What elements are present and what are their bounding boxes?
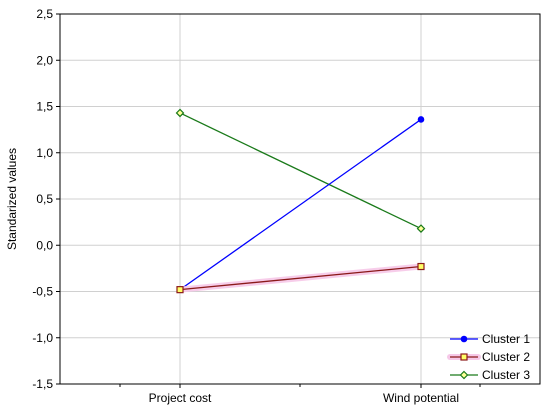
axes: 2,5 2,0 1,5 1,0 0,5 0,0 -0,5 -1,0 -1,5 Project co…	[32, 7, 481, 405]
legend-marker-cluster-2	[460, 353, 468, 361]
x-tick-label: Project cost	[149, 391, 212, 405]
x-tick-label: Wind potential	[383, 391, 459, 405]
data-point-cluster-2	[417, 262, 425, 271]
legend: Cluster 1 Cluster 2 Cluster 3	[447, 332, 530, 382]
legend-item-cluster-3: Cluster 3	[450, 368, 530, 382]
y-tick-label: 1,5	[36, 100, 53, 114]
y-tick-label: 0,5	[36, 192, 53, 206]
legend-label-cluster-2: Cluster 2	[482, 350, 530, 364]
series-cluster-2	[176, 262, 425, 294]
legend-label-cluster-3: Cluster 3	[482, 368, 530, 382]
y-tick-label: -1,5	[32, 377, 53, 391]
legend-marker-cluster-1	[460, 335, 468, 343]
legend-item-cluster-2: Cluster 2	[447, 350, 530, 364]
series-cluster-3	[175, 108, 426, 233]
grid	[60, 14, 540, 384]
series-line-cluster-3	[179, 112, 422, 230]
y-tick-label: 0,0	[36, 238, 53, 252]
data-point-cluster-1	[417, 116, 425, 123]
series-line-cluster-2	[179, 265, 422, 291]
y-tick-label: -1,0	[32, 331, 53, 345]
legend-item-cluster-1: Cluster 1	[450, 332, 530, 346]
y-tick-label: 1,0	[36, 146, 53, 160]
data-point-cluster-3	[175, 108, 185, 118]
y-tick-label: 2,0	[36, 53, 53, 67]
y-tick-label: 2,5	[36, 7, 53, 21]
series-line-cluster-1	[179, 118, 422, 291]
series-layer	[175, 108, 426, 294]
y-tick-label: -0,5	[32, 285, 53, 299]
y-axis-label: Standarized values	[5, 148, 19, 250]
data-point-cluster-3	[416, 224, 426, 233]
legend-label-cluster-1: Cluster 1	[482, 332, 530, 346]
data-point-cluster-2	[176, 286, 184, 294]
legend-marker-cluster-3	[459, 370, 469, 380]
